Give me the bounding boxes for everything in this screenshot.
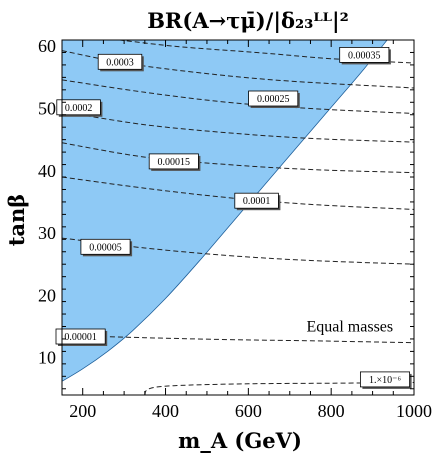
y-tick-label-0: 10 bbox=[38, 348, 56, 368]
contour-label-text: 0.00035 bbox=[348, 50, 381, 61]
contour-label-7: 0.00001 bbox=[55, 328, 108, 346]
y-axis-label: tanβ bbox=[4, 194, 29, 247]
contour-line-7 bbox=[62, 334, 414, 344]
x-tick-label-3: 800 bbox=[318, 401, 345, 421]
contour-label-text: 0.0003 bbox=[106, 57, 134, 68]
axis-ticks: 200 400 600 800 1000 10 20 30 40 50 60 bbox=[38, 36, 432, 421]
chart-title: BR(A→τμ̄)/|δ₂₃ᴸᴸ|² bbox=[147, 8, 349, 33]
contour-label-0: 0.00035 bbox=[339, 47, 391, 65]
y-tick-label-1: 20 bbox=[38, 285, 56, 305]
contour-label-text: 0.00025 bbox=[257, 94, 290, 105]
contour-line-4 bbox=[62, 142, 414, 174]
contour-label-text: 0.00005 bbox=[89, 242, 122, 253]
contour-label-3: 0.0002 bbox=[56, 99, 103, 117]
contour-labels: 0.00035 0.0003 0.00025 0.0002 0.00015 0.0001 0… bbox=[55, 47, 412, 389]
contour-line-2 bbox=[62, 79, 414, 114]
contour-label-text: 0.0001 bbox=[243, 196, 271, 207]
contour-label-4: 0.00015 bbox=[148, 153, 201, 171]
y-tick-label-5: 60 bbox=[38, 36, 56, 56]
contour-line-1 bbox=[62, 50, 414, 89]
contour-label-1: 0.0003 bbox=[97, 53, 144, 72]
contour-label-text: 1.×10⁻⁶ bbox=[369, 375, 401, 386]
y-tick-label-3: 40 bbox=[38, 161, 56, 181]
x-axis-label: m_A (GeV) bbox=[178, 428, 302, 453]
contour-line-5 bbox=[62, 176, 414, 210]
x-tick-label-2: 600 bbox=[235, 401, 262, 421]
contour-label-8: 1.×10⁻⁶ bbox=[359, 371, 412, 389]
excluded-region bbox=[62, 40, 388, 382]
plot-frame bbox=[61, 39, 415, 396]
x-tick-label-1: 400 bbox=[152, 401, 179, 421]
x-tick-label-0: 200 bbox=[69, 401, 96, 421]
x-tick-label-4: 1000 bbox=[396, 401, 432, 421]
contour-label-5: 0.0001 bbox=[234, 192, 281, 211]
contour-line-8 bbox=[144, 382, 414, 395]
equal-masses-annotation: Equal masses bbox=[306, 318, 393, 335]
contour-line-3 bbox=[62, 111, 414, 143]
contour-label-2: 0.00025 bbox=[248, 90, 300, 108]
y-tick-label-4: 50 bbox=[38, 99, 56, 119]
contour-label-6: 0.00005 bbox=[80, 238, 133, 257]
contour-label-text: 0.00015 bbox=[158, 157, 191, 168]
contour-label-text: 0.00001 bbox=[64, 332, 97, 343]
plot-area bbox=[62, 40, 414, 395]
y-tick-label-2: 30 bbox=[38, 223, 56, 243]
contour-label-text: 0.0002 bbox=[65, 103, 93, 114]
excluded-region-boundary bbox=[62, 40, 388, 382]
